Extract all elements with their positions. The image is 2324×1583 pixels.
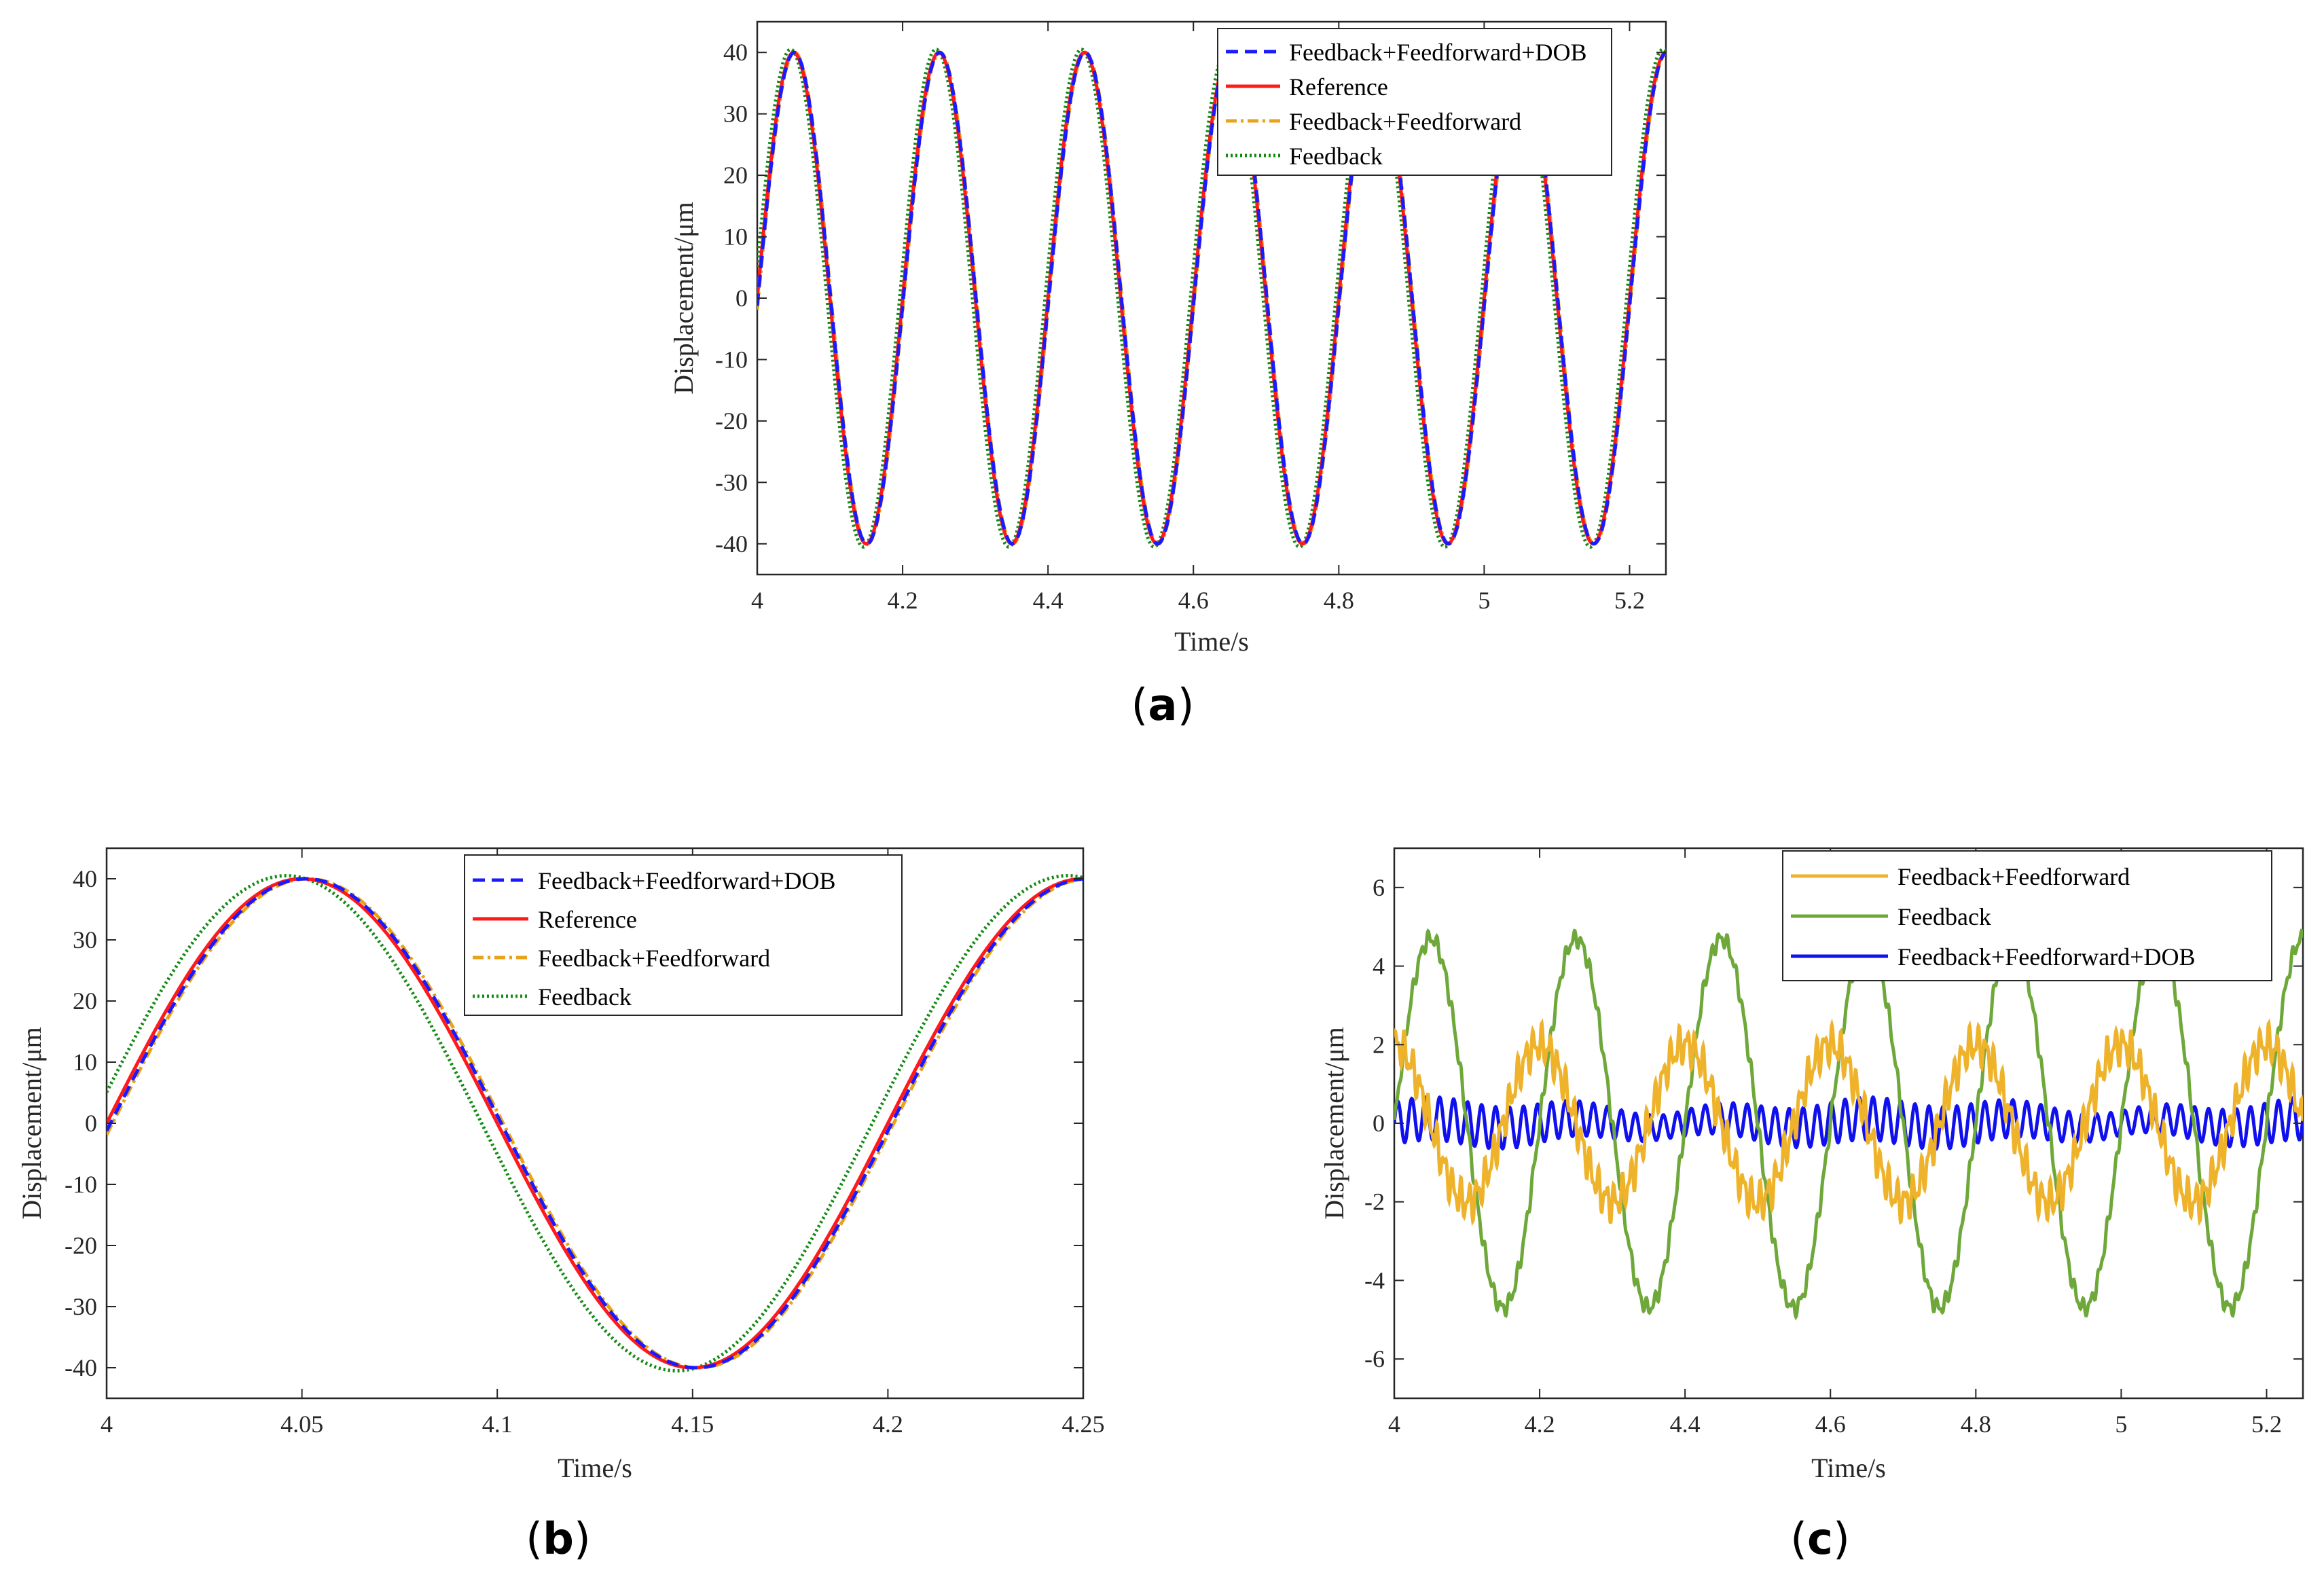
series-group-b bbox=[107, 874, 1083, 1372]
ticks-b: 4 4.05 4.1 4.15 4.2 4.25 -40 -30 -20 -10 0 10 20 30 40 bbox=[65, 848, 1105, 1438]
legend-label-b-ff: Feedback+Feedforward bbox=[538, 945, 770, 972]
y-tick-label: -20 bbox=[715, 407, 748, 435]
legend-label-a-ref: Reference bbox=[1289, 73, 1388, 101]
panel-label-b: (b) bbox=[526, 1514, 591, 1565]
y-axis-label-a: Displacement/μm bbox=[668, 202, 699, 395]
x-tick-label: 5.2 bbox=[1614, 587, 1645, 614]
x-axis-label-b: Time/s bbox=[558, 1453, 632, 1483]
x-tick-label: 4.15 bbox=[671, 1411, 714, 1438]
x-tick-label: 4.2 bbox=[873, 1411, 903, 1438]
x-tick-label: 4.4 bbox=[1033, 587, 1064, 614]
x-tick-label: 4.4 bbox=[1670, 1411, 1701, 1438]
y-tick-label: 4 bbox=[1373, 953, 1385, 980]
y-axis-label-c: Displacement/μm bbox=[1319, 1027, 1349, 1220]
x-tick-label: 4 bbox=[751, 587, 763, 614]
panel-b: 4 4.05 4.1 4.15 4.2 4.25 -40 -30 -20 -10 0 10 20 30 40… bbox=[16, 847, 1105, 1565]
y-tick-label: -30 bbox=[65, 1293, 97, 1320]
y-tick-label: -2 bbox=[1364, 1188, 1385, 1216]
y-tick-label: 20 bbox=[723, 162, 748, 189]
legend-label-c-ff: Feedback+Feedforward bbox=[1898, 863, 2130, 890]
y-tick-label: -10 bbox=[715, 346, 748, 373]
x-tick-label: 4.2 bbox=[1525, 1411, 1555, 1438]
y-tick-label: 40 bbox=[723, 39, 748, 66]
legend-c: Feedback+Feedforward Feedback Feedback+F… bbox=[1782, 850, 2272, 981]
legend-box-a bbox=[1217, 28, 1612, 176]
x-tick-label: 4.6 bbox=[1178, 587, 1209, 614]
panel-c: 4 4.2 4.4 4.6 4.8 5 5.2 -6 -4 -2 0 2 4 6 Time/s Displ… bbox=[1319, 847, 2304, 1565]
x-axis-label-a: Time/s bbox=[1174, 626, 1249, 657]
series-line-feedback-feedforward bbox=[1394, 1018, 2303, 1226]
panel-label-a: (a) bbox=[1131, 680, 1194, 731]
x-axis-label-c: Time/s bbox=[1811, 1453, 1886, 1483]
y-tick-label: -20 bbox=[65, 1232, 97, 1259]
x-tick-label: 4 bbox=[1388, 1411, 1400, 1438]
x-tick-label: 4.2 bbox=[888, 587, 918, 614]
y-tick-label: 10 bbox=[723, 223, 748, 251]
y-tick-label: 20 bbox=[73, 987, 97, 1015]
x-tick-label: 4.05 bbox=[280, 1411, 323, 1438]
legend-label-c-dob: Feedback+Feedforward+DOB bbox=[1898, 943, 2195, 970]
legend-label-a-dob: Feedback+Feedforward+DOB bbox=[1289, 39, 1586, 66]
y-tick-label: -30 bbox=[715, 469, 748, 496]
y-tick-label: -10 bbox=[65, 1171, 97, 1198]
legend-label-b-fb: Feedback bbox=[538, 983, 632, 1011]
y-tick-label: 2 bbox=[1373, 1031, 1385, 1058]
y-tick-label: -4 bbox=[1364, 1267, 1385, 1294]
legend-b: Feedback+Feedforward+DOB Reference Feedb… bbox=[464, 854, 903, 1016]
y-tick-label: 0 bbox=[85, 1110, 97, 1137]
series-line-reference bbox=[107, 877, 1083, 1370]
x-tick-label: 4 bbox=[101, 1411, 113, 1438]
y-tick-label: 40 bbox=[73, 865, 97, 892]
legend-label-b-dob: Feedback+Feedforward+DOB bbox=[538, 867, 835, 894]
y-tick-label: 0 bbox=[1373, 1110, 1385, 1137]
x-tick-label: 5 bbox=[2115, 1411, 2127, 1438]
legend-label-a-fb: Feedback bbox=[1289, 143, 1383, 170]
legend-label-b-ref: Reference bbox=[538, 906, 637, 933]
panel-a: 4 4.2 4.4 4.6 4.8 5 5.2 -40 -30 -20 -10 0 10 20 30 40 T… bbox=[668, 20, 1667, 731]
x-tick-label: 4.25 bbox=[1062, 1411, 1105, 1438]
legend-a: Feedback+Feedforward+DOB Reference Feedb… bbox=[1217, 28, 1612, 176]
y-tick-label: 10 bbox=[73, 1049, 97, 1076]
series-line-feedback-feedforward-dob bbox=[107, 877, 1083, 1370]
y-tick-label: -40 bbox=[715, 530, 748, 558]
panel-label-c: (c) bbox=[1790, 1514, 1850, 1565]
y-tick-label: -6 bbox=[1364, 1345, 1385, 1372]
x-tick-label: 5.2 bbox=[2251, 1411, 2282, 1438]
ticks-a: 4 4.2 4.4 4.6 4.8 5 5.2 -40 -30 -20 -10 0 10 20 30 40 bbox=[715, 22, 1666, 614]
x-tick-label: 5 bbox=[1478, 587, 1490, 614]
x-tick-label: 4.6 bbox=[1815, 1411, 1846, 1438]
legend-box-b bbox=[464, 854, 903, 1016]
x-tick-label: 4.1 bbox=[482, 1411, 513, 1438]
ticks-c: 4 4.2 4.4 4.6 4.8 5 5.2 -6 -4 -2 0 2 4 6 bbox=[1364, 848, 2303, 1438]
legend-label-a-ff: Feedback+Feedforward bbox=[1289, 108, 1521, 135]
y-tick-label: 6 bbox=[1373, 874, 1385, 901]
x-tick-label: 4.8 bbox=[1961, 1411, 1991, 1438]
x-tick-label: 4.8 bbox=[1324, 587, 1354, 614]
y-tick-label: -40 bbox=[65, 1354, 97, 1381]
y-tick-label: 30 bbox=[723, 101, 748, 128]
y-tick-label: 30 bbox=[73, 926, 97, 953]
y-axis-label-b: Displacement/μm bbox=[16, 1027, 47, 1220]
legend-label-c-fb: Feedback bbox=[1898, 903, 1991, 930]
y-tick-label: 0 bbox=[736, 285, 748, 312]
